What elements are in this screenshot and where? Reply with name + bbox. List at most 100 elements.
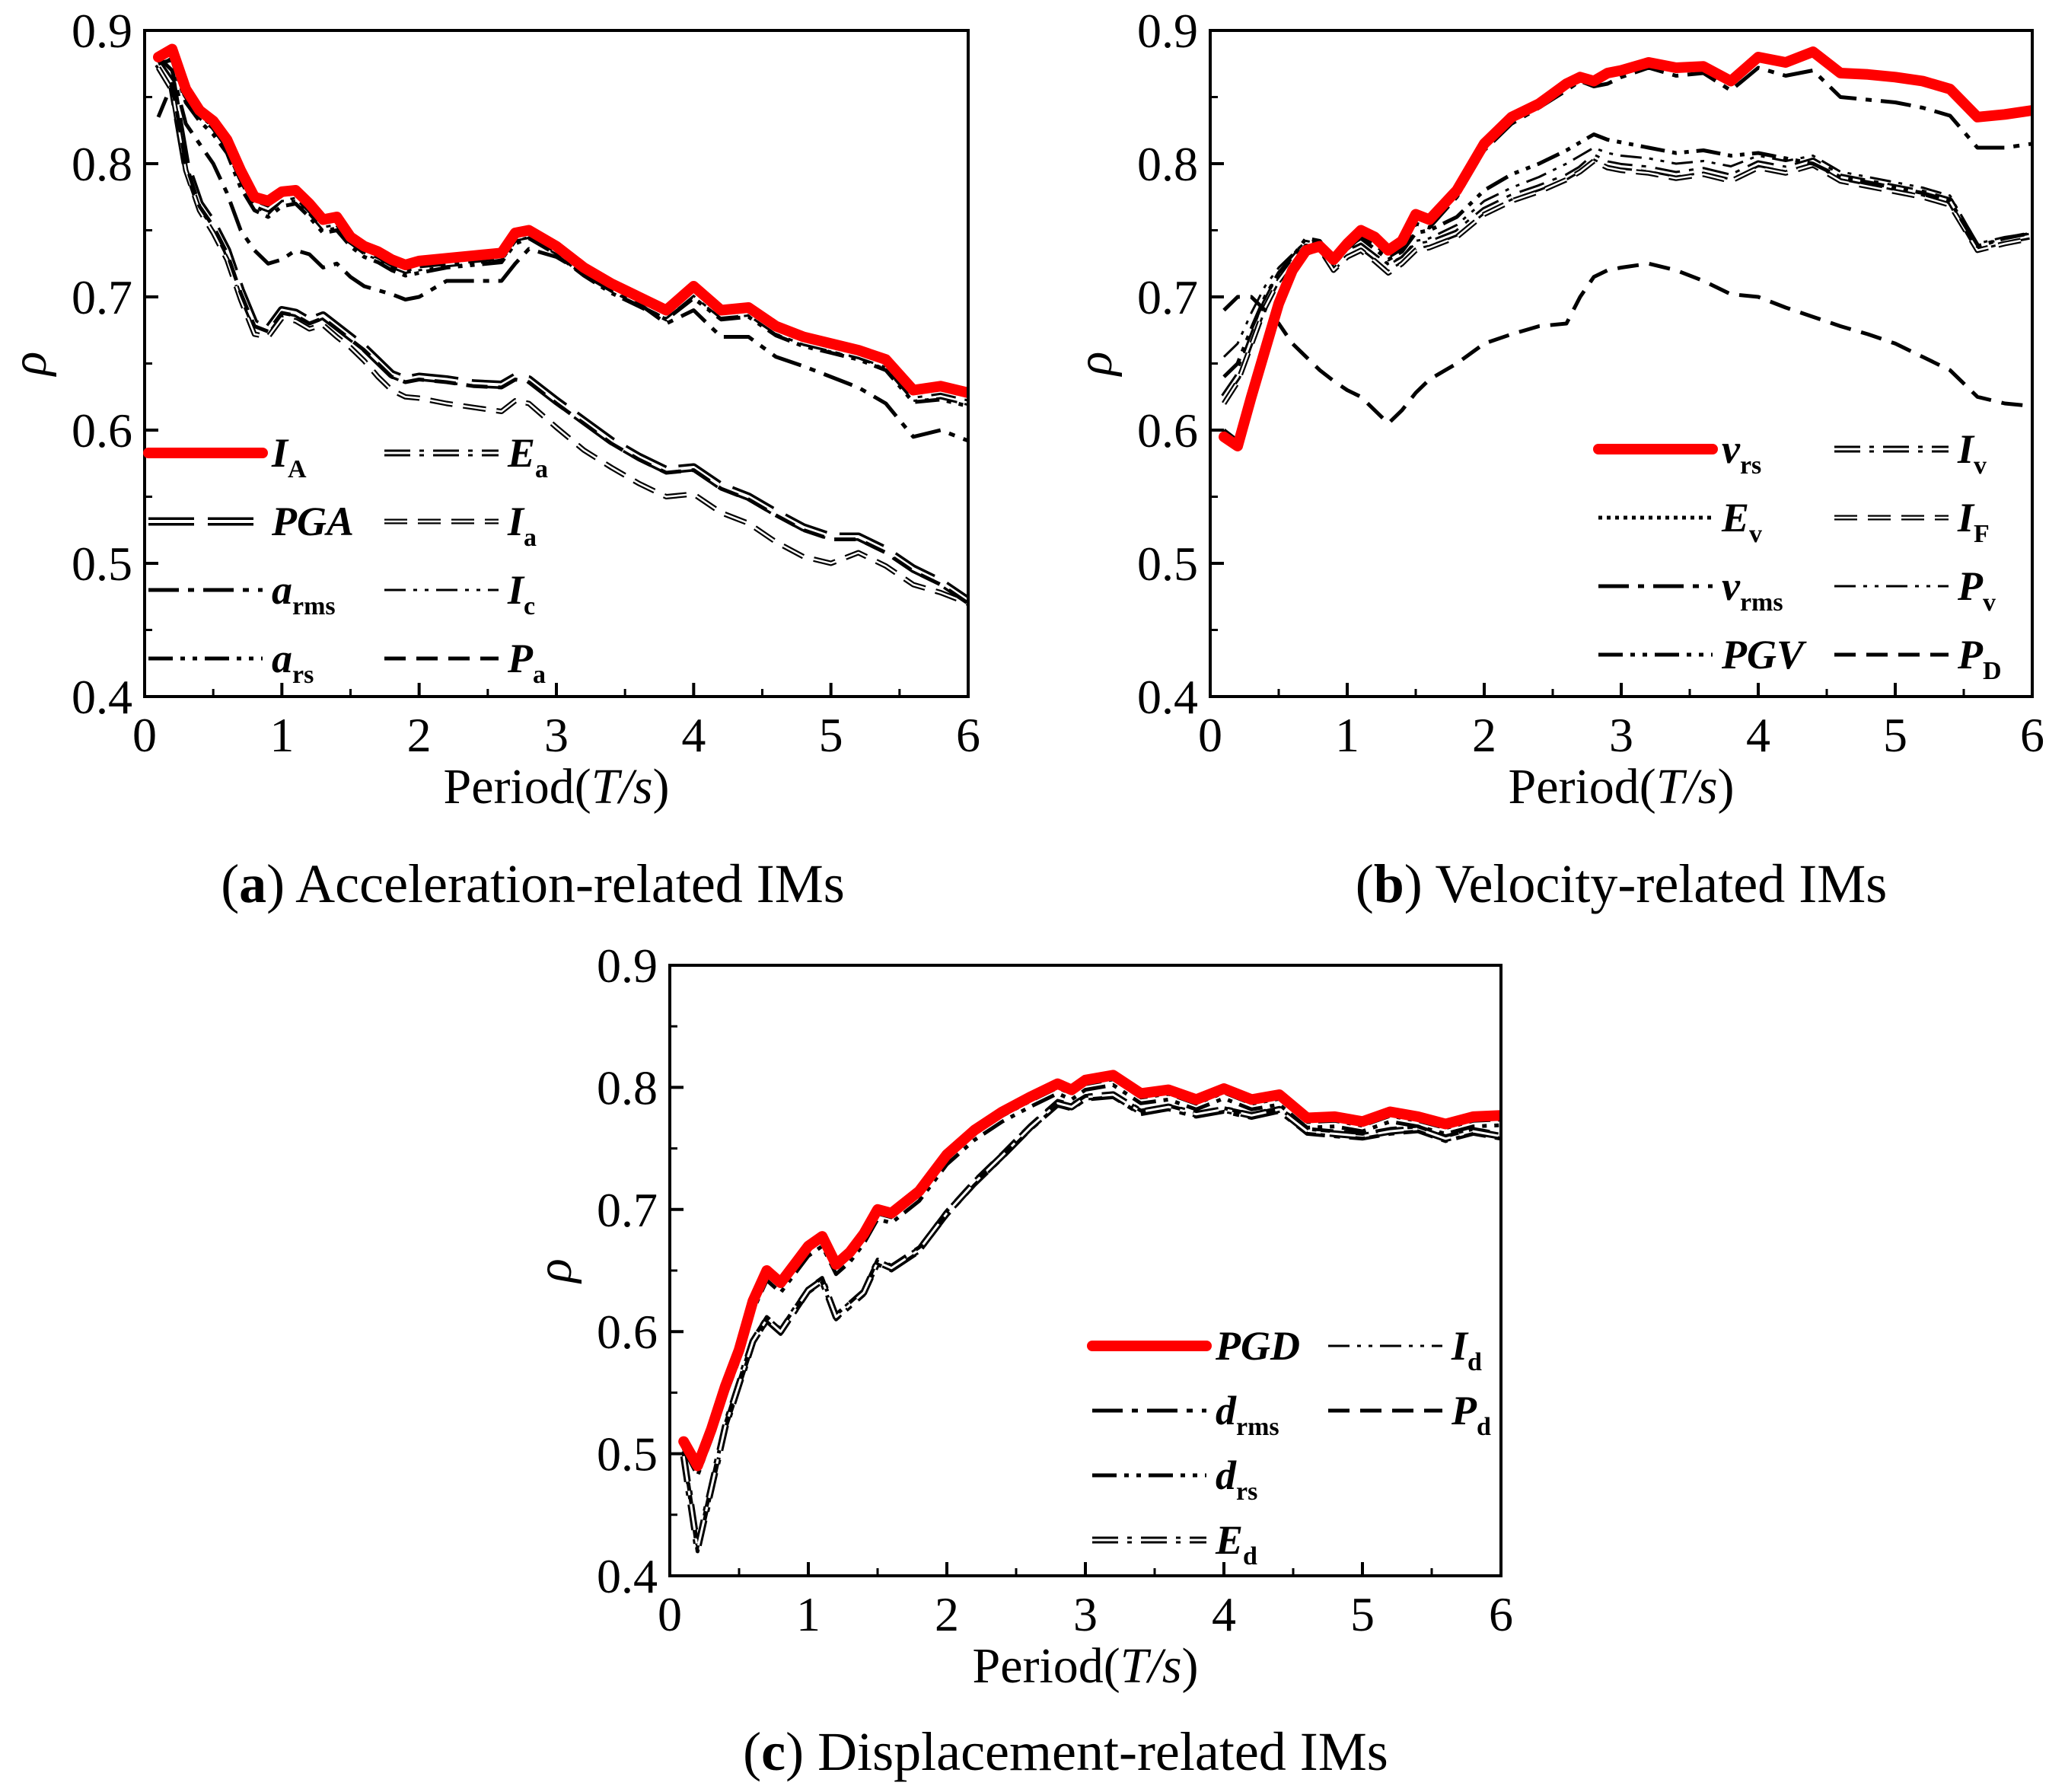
legend-item: PD xyxy=(1834,632,2002,685)
caption-paren-open: ( xyxy=(743,1721,761,1782)
legend-item: IA xyxy=(143,430,307,483)
x-tick-label: 4 xyxy=(1212,1587,1236,1641)
x-axis-title-prefix: Period( xyxy=(443,759,591,815)
legend-label-sub: rms xyxy=(1740,588,1783,617)
legend-item: PGA xyxy=(148,499,354,544)
caption-paren-close: ) xyxy=(786,1721,804,1782)
legend-label: Ic xyxy=(507,567,535,620)
x-tick-label: 6 xyxy=(1489,1587,1513,1641)
legend-label-sub: rs xyxy=(1236,1478,1257,1506)
caption-text: Acceleration-related IMs xyxy=(285,853,845,914)
legend-label-sub: rs xyxy=(292,661,314,689)
legend-item: Pd xyxy=(1328,1388,1491,1441)
y-tick-label: 0.6 xyxy=(1137,403,1198,458)
caption-paren-open: ( xyxy=(1356,853,1374,914)
legend-label-sub: c xyxy=(524,592,535,620)
x-axis-title-var: T/s xyxy=(1656,759,1718,815)
x-axis-title-prefix: Period( xyxy=(972,1638,1120,1694)
legend-label: vrs xyxy=(1722,426,1761,480)
x-axis-title: Period(T/s) xyxy=(443,759,669,815)
y-tick-label: 0.4 xyxy=(1137,670,1198,724)
legend-label-name: P xyxy=(507,636,534,681)
legend-item: ars xyxy=(148,636,314,689)
caption-paren-close: ) xyxy=(1404,853,1423,914)
caption-paren-open: ( xyxy=(221,853,239,914)
y-tick-label: 0.5 xyxy=(1137,537,1198,591)
legend-label-name: PGV xyxy=(1721,632,1807,678)
x-tick-label: 0 xyxy=(1198,708,1222,762)
legend-label-sub: v xyxy=(1974,451,1987,480)
x-tick-label: 2 xyxy=(935,1587,959,1641)
series-line-drs xyxy=(681,1083,1501,1478)
legend-label-sub: a xyxy=(524,524,537,552)
x-tick-label: 0 xyxy=(132,708,157,762)
legend-label-name: v xyxy=(1722,563,1741,609)
legend-item: PGV xyxy=(1598,632,1807,678)
legend-label: PD xyxy=(1957,632,2002,685)
y-tick-label: 0.6 xyxy=(72,403,132,458)
legend-label-sub: A xyxy=(288,455,307,483)
y-tick-label: 0.4 xyxy=(597,1549,658,1603)
legend-item: Ev xyxy=(1598,495,1762,548)
legend-label-name: I xyxy=(507,567,525,613)
legend-label-sub: v xyxy=(1983,588,1996,617)
plot-area xyxy=(1219,46,2032,451)
legend-item: Id xyxy=(1328,1323,1482,1376)
legend-label: Id xyxy=(1451,1323,1482,1376)
series-line-ia xyxy=(156,66,968,606)
legend-label-name: I xyxy=(507,499,525,544)
legend-label-name: PGA xyxy=(271,499,354,544)
legend-label-name: d xyxy=(1216,1452,1237,1498)
x-tick-label: 6 xyxy=(2020,708,2044,762)
y-tick-label: 0.7 xyxy=(597,1183,658,1237)
legend-item: vrs xyxy=(1593,426,1761,480)
plot-frame xyxy=(1209,29,2034,698)
legend-item: arms xyxy=(148,567,336,620)
y-tick-label: 0.8 xyxy=(72,137,132,191)
legend-label-name: v xyxy=(1722,426,1741,472)
y-tick-label: 0.8 xyxy=(1137,137,1198,191)
y-tick-label: 0.7 xyxy=(1137,270,1198,324)
panel-caption: (b) Velocity-related IMs xyxy=(1356,853,1888,914)
legend-label-name: d xyxy=(1216,1388,1237,1433)
plot-area xyxy=(678,1070,1501,1554)
legend-item: Ed xyxy=(1092,1517,1257,1570)
y-tick-label: 0.9 xyxy=(72,4,132,58)
legend-label-name: a xyxy=(272,567,292,613)
legend-item: drms xyxy=(1092,1388,1279,1441)
legend-label: Pd xyxy=(1451,1388,1491,1441)
legend-label-name: a xyxy=(272,636,292,681)
legend-item: IF xyxy=(1834,495,1990,548)
legend-label-sub: F xyxy=(1974,520,1990,548)
x-axis-title-suffix: ) xyxy=(653,759,670,815)
legend-label: Ed xyxy=(1215,1517,1257,1570)
y-tick-label: 0.9 xyxy=(597,939,658,993)
legend-label-sub: rs xyxy=(1740,451,1761,480)
x-tick-label: 1 xyxy=(1335,708,1359,762)
series-line-pa xyxy=(156,81,968,605)
chart-panel-b: 0 1 2 3 4 5 60.40.50.60.70.80.9Period(T/s)ρvrs… xyxy=(1067,4,2044,914)
series-line-ia xyxy=(153,43,968,398)
panel-caption: (a) Acceleration-related IMs xyxy=(221,853,845,914)
legend-label: arms xyxy=(272,567,336,620)
series-line-pd xyxy=(681,1091,1501,1548)
x-axis-title-suffix: ) xyxy=(1182,1638,1199,1694)
caption-letter: b xyxy=(1374,853,1404,914)
legend-label: IF xyxy=(1957,495,1990,548)
series-line-ed xyxy=(680,1091,1501,1553)
caption-letter: a xyxy=(239,853,266,914)
legend-label: Ea xyxy=(507,430,548,483)
x-tick-label: 5 xyxy=(819,708,843,762)
caption-paren-close: ) xyxy=(266,853,285,914)
caption-text: Displacement-related IMs xyxy=(804,1721,1388,1782)
legend-label: drms xyxy=(1216,1388,1279,1441)
series-line-pga xyxy=(155,61,968,604)
legend-item: vrms xyxy=(1598,563,1783,617)
legend-label-name: P xyxy=(1957,563,1984,609)
y-tick-label: 0.5 xyxy=(597,1427,658,1481)
legend-label-sub: a xyxy=(533,661,546,689)
plot-area xyxy=(153,43,968,606)
